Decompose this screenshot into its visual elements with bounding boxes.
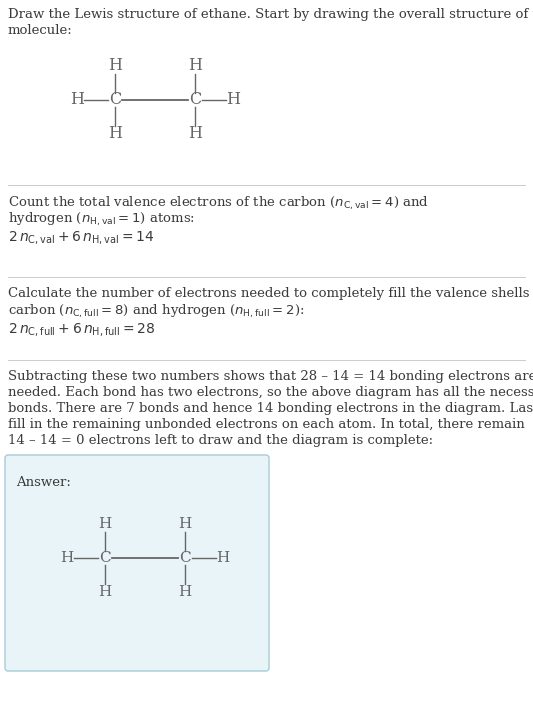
Text: Draw the Lewis structure of ethane. Start by drawing the overall structure of th: Draw the Lewis structure of ethane. Star… [8, 8, 533, 21]
Text: H: H [108, 57, 122, 75]
Text: H: H [216, 551, 230, 565]
Text: H: H [99, 585, 111, 599]
Text: H: H [179, 585, 192, 599]
Text: C: C [179, 551, 191, 565]
Text: H: H [70, 92, 84, 109]
Text: Subtracting these two numbers shows that 28 – 14 = 14 bonding electrons are: Subtracting these two numbers shows that… [8, 370, 533, 383]
Text: carbon ($n_\mathrm{C,full} = 8$) and hydrogen ($n_\mathrm{H,full} = 2$):: carbon ($n_\mathrm{C,full} = 8$) and hyd… [8, 303, 304, 321]
Text: Count the total valence electrons of the carbon ($n_\mathrm{C,val} = 4$) and: Count the total valence electrons of the… [8, 195, 429, 213]
Text: bonds. There are 7 bonds and hence 14 bonding electrons in the diagram. Lastly,: bonds. There are 7 bonds and hence 14 bo… [8, 402, 533, 415]
Text: $2\,n_\mathrm{C,val} + 6\,n_\mathrm{H,val} = 14$: $2\,n_\mathrm{C,val} + 6\,n_\mathrm{H,va… [8, 229, 154, 246]
Text: needed. Each bond has two electrons, so the above diagram has all the necessary: needed. Each bond has two electrons, so … [8, 386, 533, 399]
Text: 14 – 14 = 0 electrons left to draw and the diagram is complete:: 14 – 14 = 0 electrons left to draw and t… [8, 434, 433, 447]
Text: Answer:: Answer: [16, 476, 71, 489]
Text: H: H [188, 57, 202, 75]
Text: molecule:: molecule: [8, 24, 72, 37]
Text: H: H [179, 517, 192, 531]
Text: $2\,n_\mathrm{C,full} + 6\,n_\mathrm{H,full} = 28$: $2\,n_\mathrm{C,full} + 6\,n_\mathrm{H,f… [8, 321, 155, 338]
FancyBboxPatch shape [5, 455, 269, 671]
Text: C: C [109, 92, 121, 109]
Text: H: H [99, 517, 111, 531]
Text: H: H [188, 126, 202, 143]
Text: hydrogen ($n_\mathrm{H,val} = 1$) atoms:: hydrogen ($n_\mathrm{H,val} = 1$) atoms: [8, 211, 195, 228]
Text: H: H [60, 551, 74, 565]
Text: C: C [99, 551, 111, 565]
Text: H: H [108, 126, 122, 143]
Text: C: C [189, 92, 201, 109]
Text: Calculate the number of electrons needed to completely fill the valence shells f: Calculate the number of electrons needed… [8, 287, 533, 300]
Text: fill in the remaining unbonded electrons on each atom. In total, there remain: fill in the remaining unbonded electrons… [8, 418, 525, 431]
Text: H: H [226, 92, 240, 109]
